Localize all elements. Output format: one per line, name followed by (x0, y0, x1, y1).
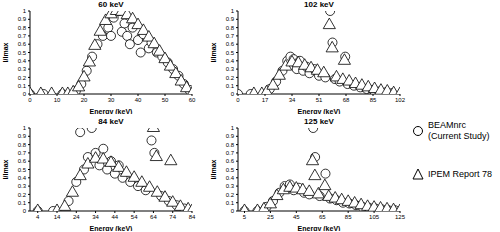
svg-text:I/Imax: I/Imax (210, 159, 217, 179)
svg-text:0.1: 0.1 (226, 83, 235, 89)
html-text:102 keV: 102 keV (304, 0, 334, 9)
svg-text:0.6: 0.6 (18, 158, 27, 164)
svg-text:1: 1 (231, 8, 235, 14)
svg-text:0.7: 0.7 (18, 33, 27, 39)
svg-text:0.1: 0.1 (18, 200, 27, 206)
svg-text:45: 45 (293, 214, 300, 220)
svg-text:0.2: 0.2 (18, 75, 27, 81)
svg-text:Energy (keV): Energy (keV) (298, 108, 341, 114)
svg-text:0: 0 (231, 208, 235, 214)
svg-text:0.6: 0.6 (226, 158, 235, 164)
svg-text:44: 44 (112, 214, 119, 220)
svg-text:1: 1 (231, 125, 235, 131)
svg-text:0.3: 0.3 (18, 183, 27, 189)
svg-text:1: 1 (23, 8, 27, 14)
svg-text:I/Imax: I/Imax (210, 42, 217, 62)
svg-text:10: 10 (54, 97, 61, 103)
svg-text:102: 102 (395, 97, 406, 103)
svg-text:1: 1 (23, 125, 27, 131)
svg-text:0.2: 0.2 (226, 75, 235, 81)
html-text:IPEM Report 78: IPEM Report 78 (428, 168, 492, 179)
svg-text:20: 20 (81, 97, 88, 103)
svg-text:0: 0 (28, 97, 32, 103)
svg-text:0.5: 0.5 (18, 167, 27, 173)
svg-text:0.7: 0.7 (226, 33, 235, 39)
svg-text:34: 34 (289, 97, 296, 103)
svg-text:105: 105 (369, 214, 380, 220)
svg-text:84: 84 (189, 214, 196, 220)
svg-text:24: 24 (73, 214, 80, 220)
svg-text:0.5: 0.5 (18, 50, 27, 56)
svg-text:0.4: 0.4 (226, 58, 235, 64)
svg-text:40: 40 (135, 97, 142, 103)
svg-text:Energy (keV): Energy (keV) (298, 225, 341, 231)
svg-text:0.4: 0.4 (18, 175, 27, 181)
svg-text:0.3: 0.3 (226, 183, 235, 189)
svg-text:0: 0 (231, 91, 235, 97)
svg-text:0.8: 0.8 (226, 25, 235, 31)
svg-text:54: 54 (131, 214, 138, 220)
svg-text:34: 34 (92, 214, 99, 220)
svg-text:68: 68 (343, 97, 350, 103)
svg-text:0.1: 0.1 (18, 83, 27, 89)
html-text:125 keV: 125 keV (304, 117, 334, 126)
svg-text:0.9: 0.9 (18, 133, 27, 139)
svg-text:0.8: 0.8 (18, 25, 27, 31)
svg-text:I/Imax: I/Imax (8, 159, 9, 179)
svg-text:0.2: 0.2 (226, 192, 235, 198)
svg-text:0.8: 0.8 (18, 142, 27, 148)
svg-text:0: 0 (236, 97, 240, 103)
svg-text:30: 30 (108, 97, 115, 103)
html-text:84 keV: 84 keV (98, 117, 124, 126)
svg-text:5: 5 (243, 214, 247, 220)
svg-text:0.3: 0.3 (18, 66, 27, 72)
svg-text:0.3: 0.3 (226, 66, 235, 72)
html-text:BEAMnrc (Current Study): BEAMnrc (Current Study) (428, 120, 490, 141)
svg-text:125: 125 (395, 214, 406, 220)
svg-text:0.5: 0.5 (226, 50, 235, 56)
svg-text:50: 50 (162, 97, 169, 103)
svg-text:0.6: 0.6 (226, 41, 235, 47)
svg-text:4: 4 (36, 214, 40, 220)
svg-text:0: 0 (23, 208, 27, 214)
svg-text:0.8: 0.8 (226, 142, 235, 148)
svg-text:0.4: 0.4 (18, 58, 27, 64)
svg-text:Energy (keV): Energy (keV) (90, 108, 133, 114)
svg-text:0.2: 0.2 (18, 192, 27, 198)
svg-text:14: 14 (54, 214, 61, 220)
svg-text:60: 60 (189, 97, 196, 103)
svg-text:0: 0 (23, 91, 27, 97)
svg-text:0.1: 0.1 (226, 200, 235, 206)
svg-text:0.7: 0.7 (226, 150, 235, 156)
svg-text:51: 51 (316, 97, 323, 103)
svg-text:0.9: 0.9 (226, 16, 235, 22)
html-text:60 keV: 60 keV (98, 0, 124, 9)
svg-text:74: 74 (169, 214, 176, 220)
svg-text:85: 85 (345, 214, 352, 220)
svg-text:25: 25 (267, 214, 274, 220)
svg-text:65: 65 (319, 214, 326, 220)
svg-text:0.5: 0.5 (226, 167, 235, 173)
svg-text:85: 85 (370, 97, 377, 103)
svg-text:17: 17 (262, 97, 269, 103)
svg-text:0.9: 0.9 (226, 133, 235, 139)
svg-text:0.4: 0.4 (226, 175, 235, 181)
svg-text:64: 64 (150, 214, 157, 220)
svg-text:0.7: 0.7 (18, 150, 27, 156)
svg-text:Energy (keV): Energy (keV) (90, 225, 133, 231)
svg-text:I/Imax: I/Imax (8, 42, 9, 62)
svg-text:0.6: 0.6 (18, 41, 27, 47)
svg-text:0.9: 0.9 (18, 16, 27, 22)
